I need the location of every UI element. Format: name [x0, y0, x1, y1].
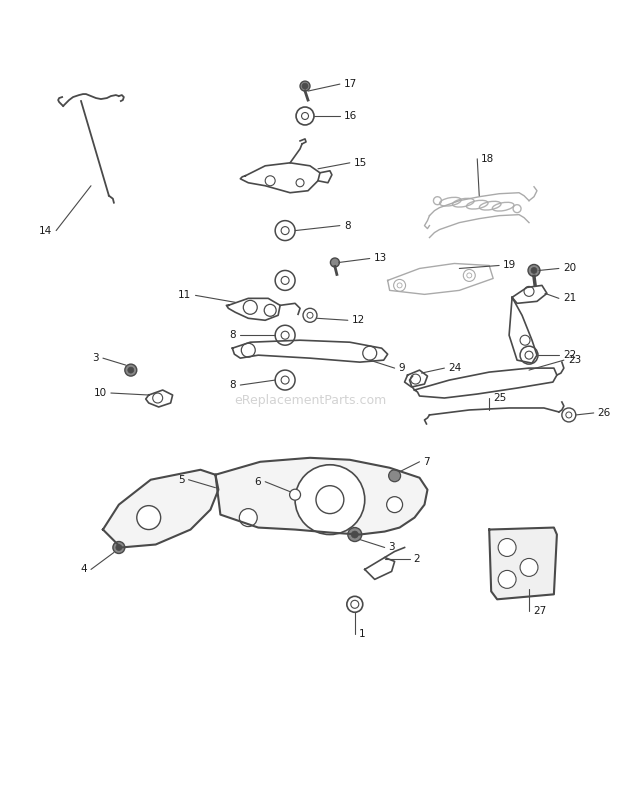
Text: 9: 9	[399, 363, 405, 373]
Circle shape	[562, 408, 576, 422]
Text: 3: 3	[92, 353, 99, 363]
Circle shape	[128, 367, 134, 373]
Circle shape	[528, 265, 540, 277]
Circle shape	[113, 541, 125, 553]
Circle shape	[281, 331, 289, 339]
Text: 8: 8	[344, 221, 350, 231]
Circle shape	[520, 558, 538, 577]
Text: 8: 8	[229, 330, 236, 340]
Text: 12: 12	[352, 315, 365, 326]
Circle shape	[525, 351, 533, 359]
Circle shape	[295, 465, 365, 535]
Circle shape	[265, 176, 275, 186]
Circle shape	[520, 346, 538, 364]
Circle shape	[347, 597, 363, 612]
Text: 13: 13	[374, 253, 387, 264]
Circle shape	[302, 83, 308, 89]
Circle shape	[241, 343, 255, 357]
Text: 7: 7	[423, 457, 430, 467]
Circle shape	[301, 112, 309, 119]
Text: 20: 20	[563, 264, 576, 273]
Circle shape	[352, 531, 358, 538]
Polygon shape	[215, 458, 427, 535]
Circle shape	[307, 312, 313, 318]
Polygon shape	[103, 470, 218, 548]
Circle shape	[116, 545, 122, 550]
Text: 4: 4	[81, 565, 87, 574]
Circle shape	[387, 496, 402, 512]
Text: 15: 15	[354, 158, 367, 168]
Circle shape	[467, 273, 472, 278]
Circle shape	[397, 283, 402, 288]
Circle shape	[389, 470, 401, 482]
Circle shape	[239, 508, 257, 527]
Text: 1: 1	[359, 630, 365, 639]
Text: 6: 6	[255, 476, 261, 487]
Circle shape	[137, 505, 161, 529]
Circle shape	[275, 221, 295, 241]
Text: 14: 14	[39, 225, 52, 236]
Text: 18: 18	[481, 154, 495, 164]
Text: 17: 17	[344, 79, 357, 89]
Text: eReplacementParts.com: eReplacementParts.com	[234, 394, 386, 407]
Text: 24: 24	[448, 363, 462, 373]
Circle shape	[125, 364, 137, 376]
Text: 3: 3	[389, 542, 396, 553]
Circle shape	[281, 376, 289, 384]
Circle shape	[296, 179, 304, 187]
Text: 26: 26	[598, 408, 611, 418]
Text: 19: 19	[503, 261, 516, 270]
Circle shape	[351, 601, 359, 608]
Text: 2: 2	[414, 554, 420, 565]
Circle shape	[566, 412, 572, 418]
Circle shape	[520, 335, 530, 345]
Text: 16: 16	[344, 111, 357, 121]
Circle shape	[300, 81, 310, 91]
Circle shape	[281, 227, 289, 234]
Text: 5: 5	[178, 475, 185, 484]
Text: 23: 23	[568, 355, 581, 365]
Circle shape	[275, 326, 295, 345]
Text: 8: 8	[229, 380, 236, 390]
Circle shape	[531, 267, 537, 273]
Text: 22: 22	[563, 350, 576, 360]
Text: 21: 21	[563, 294, 576, 303]
Polygon shape	[489, 528, 557, 599]
Circle shape	[348, 528, 361, 541]
Circle shape	[296, 107, 314, 125]
Circle shape	[524, 286, 534, 297]
Circle shape	[303, 308, 317, 322]
Circle shape	[290, 489, 301, 500]
Text: 10: 10	[94, 388, 107, 398]
Circle shape	[330, 258, 339, 267]
Circle shape	[264, 304, 276, 316]
Circle shape	[316, 486, 344, 513]
Circle shape	[281, 277, 289, 285]
Circle shape	[153, 393, 162, 403]
Text: 11: 11	[179, 290, 192, 301]
Circle shape	[394, 279, 405, 291]
Circle shape	[410, 374, 420, 384]
Circle shape	[243, 301, 257, 314]
Text: 27: 27	[533, 606, 546, 616]
Circle shape	[363, 346, 377, 360]
Circle shape	[498, 570, 516, 589]
Text: 25: 25	[493, 393, 507, 403]
Circle shape	[275, 370, 295, 390]
Circle shape	[463, 269, 476, 282]
Circle shape	[275, 270, 295, 290]
Circle shape	[498, 538, 516, 557]
